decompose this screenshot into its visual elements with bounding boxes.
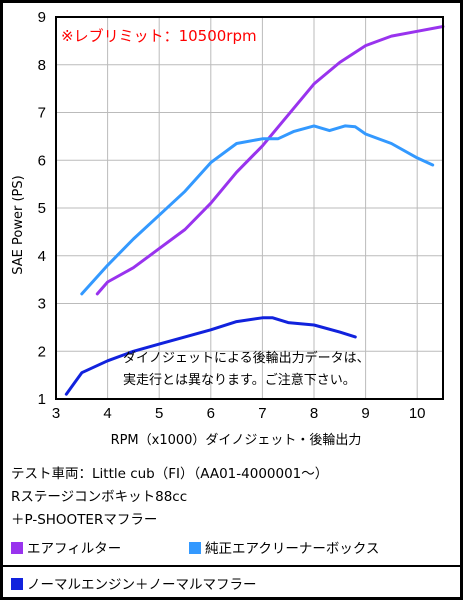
y-tick-label: 4 [38, 248, 46, 265]
grid [55, 16, 443, 400]
x-tick-label: 10 [409, 405, 426, 422]
x-tick-label: 3 [52, 405, 60, 422]
info-panel: テスト車両：Little cub（FI）（AA01-4000001～） Rステー… [3, 457, 460, 597]
annotation-line-2: 実走行とは異なります。ご注意下さい。 [123, 372, 356, 388]
y-tick-label: 5 [38, 200, 46, 217]
x-axis-label: RPM（x1000）ダイノジェット・後輪出力 [111, 432, 362, 448]
vehicle-info: テスト車両：Little cub（FI）（AA01-4000001～） Rステー… [3, 457, 460, 531]
muffler-line: ＋P-SHOOTERマフラー [11, 512, 158, 528]
figure-frame: 3 4 5 6 7 8 9 10 1 2 3 4 5 6 7 8 9 ※レブリミット：10500rpm ダイノジ… [3, 3, 460, 597]
y-tick-label: 6 [38, 152, 46, 169]
x-tick-label: 5 [155, 405, 163, 422]
plot-border [55, 16, 444, 400]
series-line-air-filter [95, 25, 445, 296]
y-tick-label: 7 [38, 105, 46, 122]
annotation-line-1: ダイノジェットによる後輪出力データは、 [123, 350, 370, 366]
vehicle-line: テスト車両：Little cub（FI）（AA01-4000001～） [11, 466, 329, 482]
x-tick-label: 4 [103, 405, 111, 422]
rev-limit-note: ※レブリミット：10500rpm [61, 27, 257, 45]
legend-label-normal: ノーマルエンジン＋ノーマルマフラー [27, 577, 257, 593]
legend-swatch-light-blue [189, 542, 201, 554]
chart-area: 3 4 5 6 7 8 9 10 1 2 3 4 5 6 7 8 9 ※レブリミット：10500rpm ダイノジ… [3, 3, 460, 455]
x-tick-label: 9 [361, 405, 369, 422]
legend-swatch-purple [11, 542, 23, 554]
y-axis-label: SAE Power (PS) [11, 175, 26, 274]
power-chart: 3 4 5 6 7 8 9 10 1 2 3 4 5 6 7 8 9 ※レブリミット：10500rpm ダイノジ… [11, 9, 445, 448]
series-line-stock-box [80, 124, 435, 296]
y-tick-label: 9 [38, 9, 46, 26]
legend-label-stock-box: 純正エアクリーナーボックス [205, 541, 380, 557]
x-tick-label: 8 [310, 405, 318, 422]
tick-labels: 3 4 5 6 7 8 9 10 1 2 3 4 5 6 7 8 9 [38, 9, 426, 422]
legend-row-1: エアフィルター 純正エアクリーナーボックス [3, 531, 460, 563]
kit-line: Rステージコンボキット88cc [11, 489, 188, 505]
x-tick-label: 6 [207, 405, 215, 422]
legend-row-2: ノーマルエンジン＋ノーマルマフラー [3, 565, 460, 597]
legend-item-stock-box: 純正エアクリーナーボックス [189, 537, 379, 557]
y-tick-label: 2 [38, 343, 46, 360]
legend-swatch-dark-blue [11, 578, 23, 590]
y-tick-label: 3 [38, 296, 46, 313]
series-lines [64, 25, 445, 396]
legend-label-air-filter: エアフィルター [27, 541, 122, 557]
legend-item-normal: ノーマルエンジン＋ノーマルマフラー [11, 573, 257, 593]
series-line-normal [64, 316, 357, 396]
y-tick-label: 1 [38, 391, 46, 408]
legend-item-air-filter: エアフィルター [11, 537, 121, 557]
y-tick-label: 8 [38, 57, 46, 74]
x-tick-label: 7 [258, 405, 266, 422]
